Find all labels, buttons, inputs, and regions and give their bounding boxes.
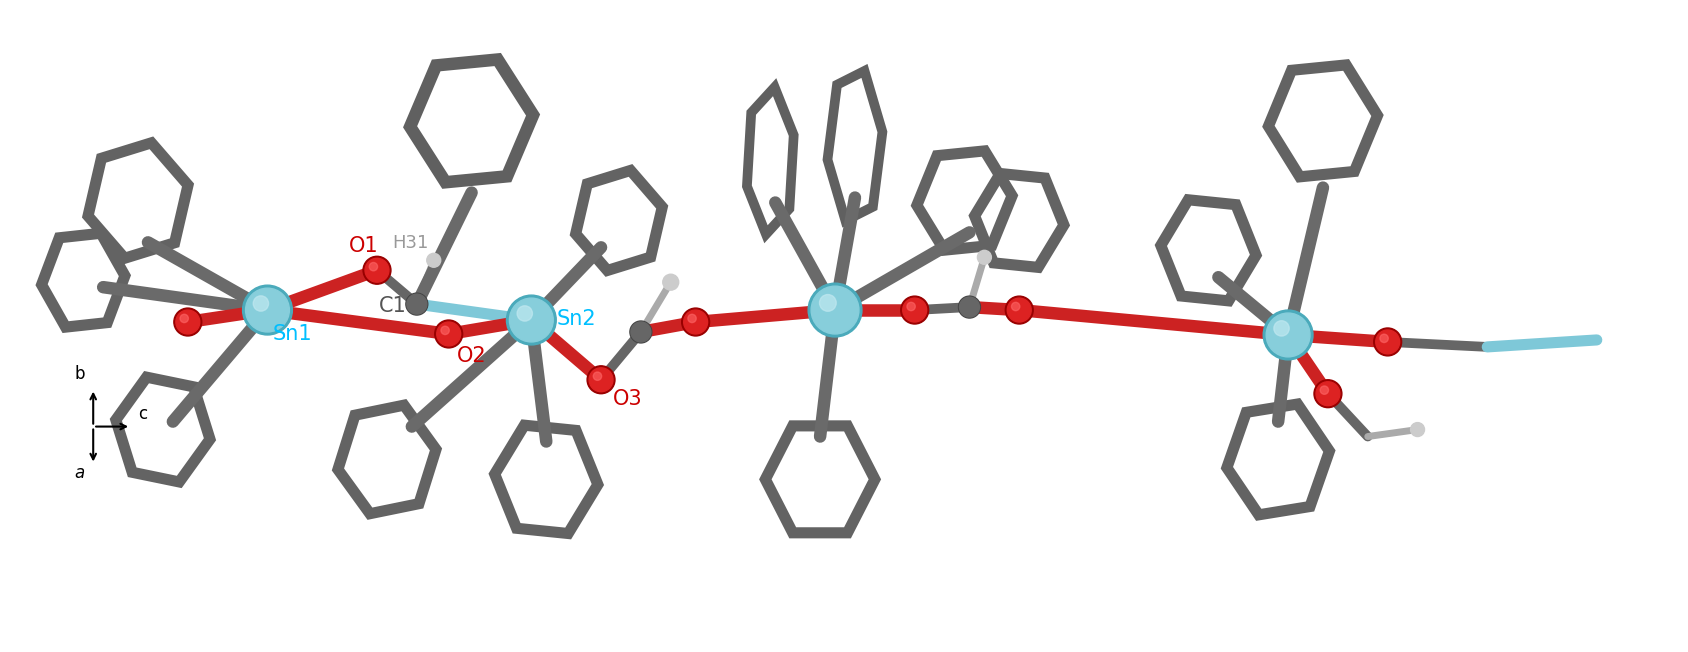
Text: O3: O3 bbox=[613, 389, 643, 409]
Circle shape bbox=[682, 308, 709, 336]
Circle shape bbox=[436, 320, 463, 348]
Circle shape bbox=[592, 372, 601, 380]
Text: C1: C1 bbox=[380, 296, 407, 316]
Circle shape bbox=[901, 296, 928, 324]
Circle shape bbox=[517, 306, 532, 321]
Circle shape bbox=[510, 298, 554, 342]
Circle shape bbox=[959, 296, 981, 318]
Text: b: b bbox=[74, 364, 84, 383]
Circle shape bbox=[405, 293, 427, 315]
Circle shape bbox=[176, 310, 199, 334]
Circle shape bbox=[245, 288, 289, 332]
Circle shape bbox=[1374, 328, 1401, 356]
Text: Sn1: Sn1 bbox=[272, 324, 312, 344]
Circle shape bbox=[174, 308, 203, 336]
Circle shape bbox=[959, 297, 979, 317]
Circle shape bbox=[903, 298, 927, 322]
Circle shape bbox=[630, 321, 652, 343]
Circle shape bbox=[1263, 310, 1313, 360]
Circle shape bbox=[363, 256, 392, 284]
Circle shape bbox=[977, 250, 991, 264]
Circle shape bbox=[589, 368, 613, 392]
Text: a: a bbox=[74, 464, 84, 482]
Circle shape bbox=[1317, 382, 1340, 406]
Circle shape bbox=[587, 366, 614, 394]
Circle shape bbox=[365, 258, 388, 282]
Circle shape bbox=[506, 295, 557, 345]
Circle shape bbox=[663, 274, 679, 290]
Circle shape bbox=[1274, 321, 1290, 336]
Circle shape bbox=[1376, 330, 1399, 354]
Circle shape bbox=[1411, 422, 1425, 437]
Circle shape bbox=[1379, 334, 1388, 342]
Circle shape bbox=[370, 263, 378, 271]
Circle shape bbox=[684, 310, 707, 334]
Circle shape bbox=[906, 303, 915, 310]
Circle shape bbox=[1006, 296, 1033, 324]
Circle shape bbox=[812, 286, 859, 334]
Circle shape bbox=[441, 326, 449, 334]
Circle shape bbox=[181, 314, 189, 323]
Text: Sn2: Sn2 bbox=[557, 309, 596, 329]
Circle shape bbox=[689, 314, 695, 323]
Circle shape bbox=[819, 295, 836, 311]
Circle shape bbox=[1313, 379, 1342, 408]
Text: c: c bbox=[138, 405, 147, 422]
Circle shape bbox=[1320, 386, 1328, 394]
Text: O2: O2 bbox=[457, 346, 486, 366]
Circle shape bbox=[809, 283, 863, 337]
Circle shape bbox=[1008, 298, 1031, 322]
Circle shape bbox=[1266, 313, 1310, 357]
Circle shape bbox=[631, 322, 652, 342]
Circle shape bbox=[437, 322, 461, 346]
Circle shape bbox=[253, 296, 268, 311]
Text: H31: H31 bbox=[392, 234, 429, 252]
Circle shape bbox=[407, 294, 427, 314]
Circle shape bbox=[243, 285, 292, 335]
Circle shape bbox=[1011, 303, 1020, 310]
Circle shape bbox=[427, 254, 441, 267]
Text: O1: O1 bbox=[349, 236, 378, 256]
